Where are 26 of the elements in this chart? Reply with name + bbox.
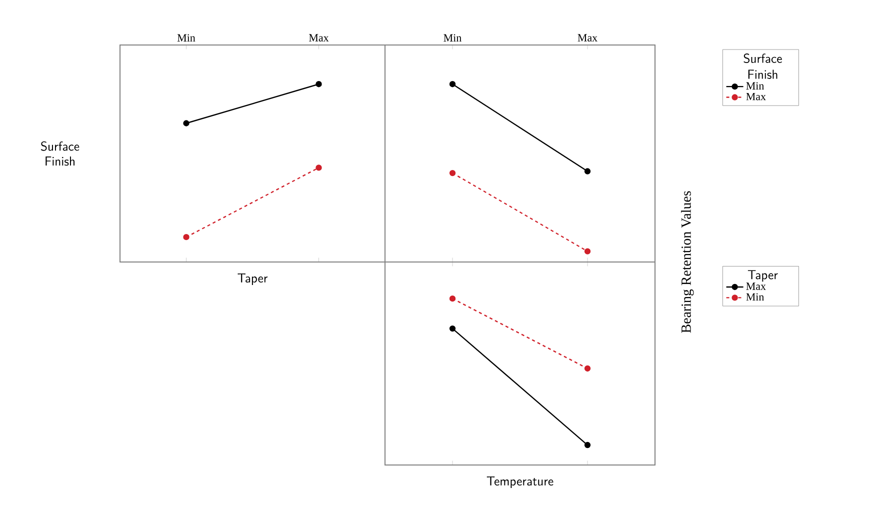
point: [183, 120, 190, 126]
point: [449, 170, 456, 176]
point: [584, 442, 591, 448]
point: [584, 168, 591, 174]
legend-label: Min: [746, 293, 764, 301]
point: [316, 164, 322, 171]
legend-title: Surface Finish: [744, 54, 782, 79]
x-tick-label: Max: [309, 34, 329, 42]
y-axis-title: Surface Finish: [41, 141, 80, 166]
point: [584, 248, 591, 254]
point: [449, 296, 456, 302]
legend-label: Min: [746, 82, 764, 90]
x-tick-label: Max: [578, 34, 598, 42]
point: [183, 234, 190, 240]
point: [316, 81, 322, 88]
y-axis-title: Bearing Retention Values: [681, 191, 694, 333]
x-axis-title: Taper: [238, 274, 268, 285]
point: [449, 325, 456, 332]
legend-title: Taper: [748, 270, 778, 282]
legend-label: Max: [746, 282, 766, 290]
x-tick-label: Min: [444, 34, 462, 42]
x-tick-label: Min: [177, 34, 196, 42]
legend-label: Max: [746, 92, 766, 100]
point: [449, 81, 456, 88]
point: [584, 365, 591, 372]
x-axis-title: Temperature: [486, 476, 554, 488]
